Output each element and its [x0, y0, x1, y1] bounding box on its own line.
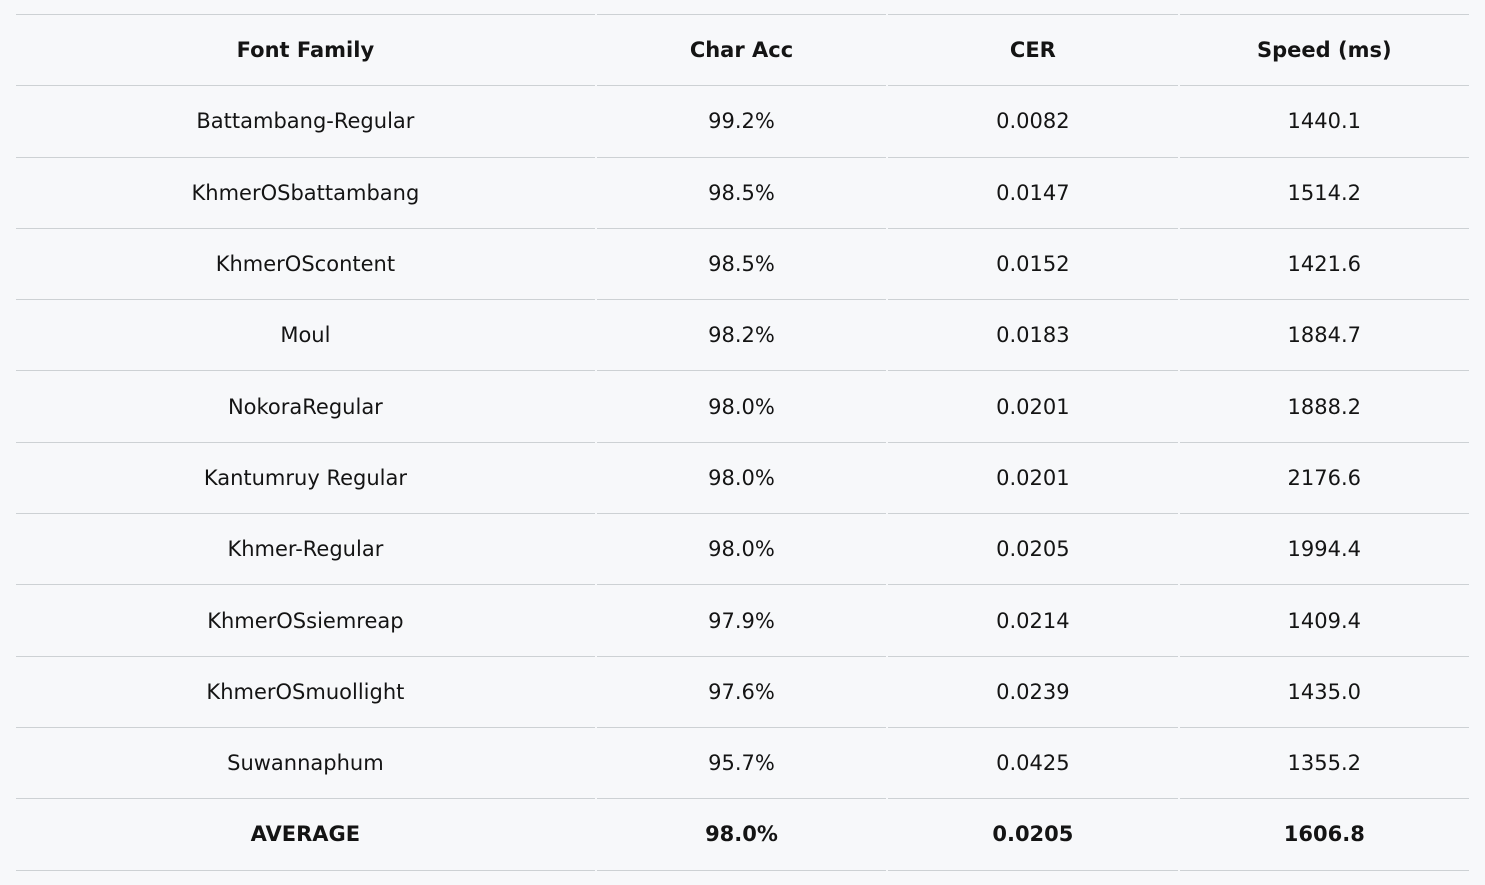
cell-char-acc: 99.2% [596, 86, 887, 158]
cell-speed: 1421.6 [1179, 229, 1469, 301]
cell-char-acc: 98.5% [596, 158, 887, 229]
cell-char-acc: 98.0% [596, 514, 887, 586]
font-benchmark-table: Font Family Char Acc CER Speed (ms) Batt… [14, 14, 1471, 871]
cell-font-family: NokoraRegular [16, 371, 595, 443]
table-row: KhmerOScontent 98.5% 0.0152 1421.6 [16, 229, 1469, 301]
table-row: Khmer-Regular 98.0% 0.0205 1994.4 [16, 514, 1469, 586]
cell-average-cer: 0.0205 [888, 799, 1178, 871]
column-header-char-acc: Char Acc [596, 14, 887, 87]
cell-char-acc: 98.0% [596, 371, 887, 443]
table-row-average: AVERAGE 98.0% 0.0205 1606.8 [16, 799, 1469, 871]
cell-char-acc: 98.5% [596, 229, 887, 301]
cell-cer: 0.0201 [888, 443, 1178, 515]
cell-cer: 0.0239 [888, 657, 1178, 728]
header-row: Font Family Char Acc CER Speed (ms) [16, 14, 1469, 87]
cell-average-label: AVERAGE [16, 799, 595, 871]
cell-char-acc: 95.7% [596, 728, 887, 800]
cell-font-family: Suwannaphum [16, 728, 595, 800]
cell-font-family: Moul [16, 300, 595, 372]
table-row: KhmerOSbattambang 98.5% 0.0147 1514.2 [16, 158, 1469, 229]
cell-speed: 1994.4 [1179, 514, 1469, 586]
cell-char-acc: 97.6% [596, 657, 887, 728]
cell-font-family: Battambang-Regular [16, 86, 595, 158]
cell-cer: 0.0082 [888, 86, 1178, 158]
cell-font-family: KhmerOScontent [16, 229, 595, 301]
cell-cer: 0.0425 [888, 728, 1178, 800]
table-row: Kantumruy Regular 98.0% 0.0201 2176.6 [16, 443, 1469, 515]
table-row: KhmerOSsiemreap 97.9% 0.0214 1409.4 [16, 585, 1469, 657]
table-row: Suwannaphum 95.7% 0.0425 1355.2 [16, 728, 1469, 800]
cell-font-family: Kantumruy Regular [16, 443, 595, 515]
cell-speed: 1514.2 [1179, 158, 1469, 229]
cell-char-acc: 98.2% [596, 300, 887, 372]
cell-char-acc: 97.9% [596, 585, 887, 657]
cell-speed: 1435.0 [1179, 657, 1469, 728]
column-header-font-family: Font Family [16, 14, 595, 87]
table-row: Moul 98.2% 0.0183 1884.7 [16, 300, 1469, 372]
column-header-cer: CER [888, 14, 1178, 87]
cell-speed: 2176.6 [1179, 443, 1469, 515]
cell-speed: 1355.2 [1179, 728, 1469, 800]
table-row: Battambang-Regular 99.2% 0.0082 1440.1 [16, 86, 1469, 158]
table-row: KhmerOSmuollight 97.6% 0.0239 1435.0 [16, 657, 1469, 728]
table-row: NokoraRegular 98.0% 0.0201 1888.2 [16, 371, 1469, 443]
cell-average-speed: 1606.8 [1179, 799, 1469, 871]
cell-cer: 0.0152 [888, 229, 1178, 301]
cell-speed: 1409.4 [1179, 585, 1469, 657]
cell-char-acc: 98.0% [596, 443, 887, 515]
cell-speed: 1440.1 [1179, 86, 1469, 158]
cell-font-family: KhmerOSmuollight [16, 657, 595, 728]
column-header-speed-ms: Speed (ms) [1179, 14, 1469, 87]
cell-font-family: Khmer-Regular [16, 514, 595, 586]
cell-average-char-acc: 98.0% [596, 799, 887, 871]
cell-cer: 0.0205 [888, 514, 1178, 586]
cell-cer: 0.0214 [888, 585, 1178, 657]
cell-speed: 1884.7 [1179, 300, 1469, 372]
cell-font-family: KhmerOSsiemreap [16, 585, 595, 657]
cell-cer: 0.0183 [888, 300, 1178, 372]
cell-cer: 0.0147 [888, 158, 1178, 229]
cell-cer: 0.0201 [888, 371, 1178, 443]
cell-speed: 1888.2 [1179, 371, 1469, 443]
cell-font-family: KhmerOSbattambang [16, 158, 595, 229]
